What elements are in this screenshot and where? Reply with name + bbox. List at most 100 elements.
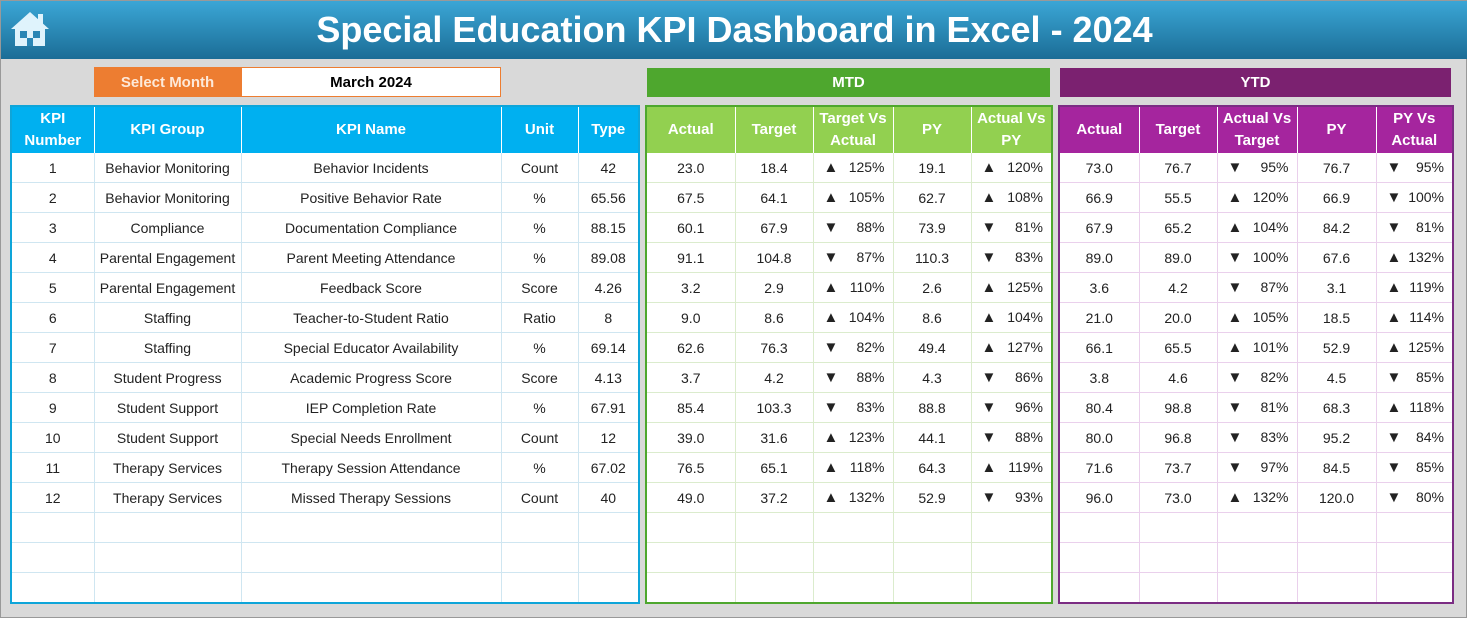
table-row: 3.8 4.6 ▼ 82% 4.5 ▼ 85% — [1059, 362, 1454, 393]
comparison: ▼ 96% — [972, 399, 1052, 416]
table-row: 89.0 89.0 ▼ 100% 67.6 ▲ 132% — [1059, 242, 1454, 273]
comparison: ▼ 82% — [814, 339, 893, 356]
percent-value: 120% — [1252, 189, 1289, 205]
percent-value: 108% — [1007, 189, 1043, 205]
arrow-up-icon: ▲ — [1386, 249, 1402, 266]
percent-value: 104% — [1007, 309, 1043, 325]
arrow-up-icon: ▲ — [823, 279, 839, 296]
comparison-cell: ▼ 85% — [1376, 362, 1454, 393]
comparison: ▼ 81% — [1377, 219, 1453, 236]
mtd-table: Actual Target Target Vs Actual PY Actual Vs … — [645, 105, 1053, 604]
actual-cell: 73.0 — [1059, 153, 1140, 183]
comparison: ▲ 120% — [1218, 189, 1297, 206]
percent-value: 132% — [1408, 249, 1444, 265]
empty-cell — [1139, 542, 1218, 573]
arrow-down-icon: ▼ — [1227, 159, 1243, 176]
comparison-cell: ▲ 123% — [813, 422, 894, 453]
kpi-cell: 2 — [11, 182, 95, 213]
kpi-cell: Student Progress — [94, 362, 242, 393]
kpi-cell: Compliance — [94, 212, 242, 243]
dashboard-title: Special Education KPI Dashboard in Excel… — [316, 9, 1153, 50]
empty-cell — [893, 542, 972, 573]
table-row: 5 Parental Engagement Feedback Score Score 4… — [11, 272, 640, 303]
kpi-cell — [578, 572, 640, 604]
comparison: ▼ 100% — [1218, 249, 1297, 266]
comparison: ▼ 82% — [1218, 369, 1297, 386]
percent-value: 85% — [1415, 369, 1444, 385]
kpi-cell — [578, 512, 640, 543]
column-header: PY — [893, 106, 972, 153]
table-row: 66.9 55.5 ▲ 120% 66.9 ▼ 100% — [1059, 182, 1454, 213]
actual-cell: 3.8 — [1059, 362, 1140, 393]
kpi-cell: 40 — [578, 482, 640, 513]
percent-value: 125% — [1408, 339, 1444, 355]
month-selector[interactable]: March 2024 — [241, 67, 501, 97]
empty-cell — [813, 542, 894, 573]
percent-value: 119% — [1409, 279, 1444, 295]
column-header: Actual — [1059, 106, 1140, 153]
target-cell: 37.2 — [735, 482, 814, 513]
actual-cell: 96.0 — [1059, 482, 1140, 513]
arrow-up-icon: ▲ — [1227, 189, 1243, 206]
actual-cell: 9.0 — [646, 302, 736, 333]
target-cell: 55.5 — [1139, 182, 1218, 213]
empty-cell — [1297, 512, 1377, 543]
table-row: 71.6 73.7 ▼ 97% 84.5 ▼ 85% — [1059, 452, 1454, 483]
comparison-cell: ▲ 119% — [971, 452, 1053, 483]
py-cell: 84.2 — [1297, 212, 1377, 243]
arrow-down-icon: ▼ — [981, 399, 997, 416]
table-row: 6 Staffing Teacher-to-Student Ratio Ratio 8 — [11, 302, 640, 333]
empty-cell — [1059, 542, 1140, 573]
target-cell: 65.2 — [1139, 212, 1218, 243]
comparison: ▼ 95% — [1218, 159, 1297, 176]
empty-cell — [735, 542, 814, 573]
percent-value: 85% — [1415, 459, 1444, 475]
py-cell: 76.7 — [1297, 153, 1377, 183]
kpi-cell: Special Educator Availability — [241, 332, 502, 363]
table-row: 62.6 76.3 ▼ 82% 49.4 ▲ 127% — [646, 332, 1053, 363]
target-cell: 89.0 — [1139, 242, 1218, 273]
kpi-cell: 8 — [578, 302, 640, 333]
comparison-cell: ▼ 96% — [971, 392, 1053, 423]
kpi-cell — [501, 542, 579, 573]
actual-cell: 66.1 — [1059, 332, 1140, 363]
comparison: ▼ 88% — [972, 429, 1052, 446]
kpi-cell: Score — [501, 272, 579, 303]
home-icon[interactable] — [9, 9, 51, 49]
column-header: PY Vs Actual — [1376, 106, 1454, 153]
comparison-cell: ▼ 87% — [813, 242, 894, 273]
comparison-cell: ▼ 100% — [1217, 242, 1298, 273]
arrow-down-icon: ▼ — [1227, 399, 1243, 416]
kpi-cell: Missed Therapy Sessions — [241, 482, 502, 513]
py-cell: 3.1 — [1297, 272, 1377, 303]
comparison: ▼ 85% — [1377, 459, 1453, 476]
percent-value: 125% — [1007, 279, 1043, 295]
target-cell: 96.8 — [1139, 422, 1218, 453]
comparison-cell: ▲ 101% — [1217, 332, 1298, 363]
kpi-cell — [94, 512, 242, 543]
percent-value: 81% — [1415, 219, 1444, 235]
comparison-cell: ▼ 87% — [1217, 272, 1298, 303]
empty-cell — [1139, 572, 1218, 604]
percent-value: 104% — [1252, 219, 1289, 235]
py-cell: 52.9 — [893, 482, 972, 513]
arrow-down-icon: ▼ — [823, 339, 839, 356]
percent-value: 104% — [848, 309, 885, 325]
percent-value: 123% — [848, 429, 885, 445]
kpi-cell: 10 — [11, 422, 95, 453]
comparison: ▲ 123% — [814, 429, 893, 446]
arrow-down-icon: ▼ — [1227, 369, 1243, 386]
actual-cell: 76.5 — [646, 452, 736, 483]
kpi-cell: 88.15 — [578, 212, 640, 243]
column-header: Target — [735, 106, 814, 153]
comparison: ▲ 132% — [1377, 249, 1453, 266]
arrow-down-icon: ▼ — [823, 369, 839, 386]
empty-cell — [813, 512, 894, 543]
py-cell: 18.5 — [1297, 302, 1377, 333]
percent-value: 105% — [848, 189, 885, 205]
table-row: 66.1 65.5 ▲ 101% 52.9 ▲ 125% — [1059, 332, 1454, 363]
table-row: 11 Therapy Services Therapy Session Attend… — [11, 452, 640, 483]
actual-cell: 91.1 — [646, 242, 736, 273]
empty-cell — [1059, 572, 1140, 604]
target-cell: 8.6 — [735, 302, 814, 333]
